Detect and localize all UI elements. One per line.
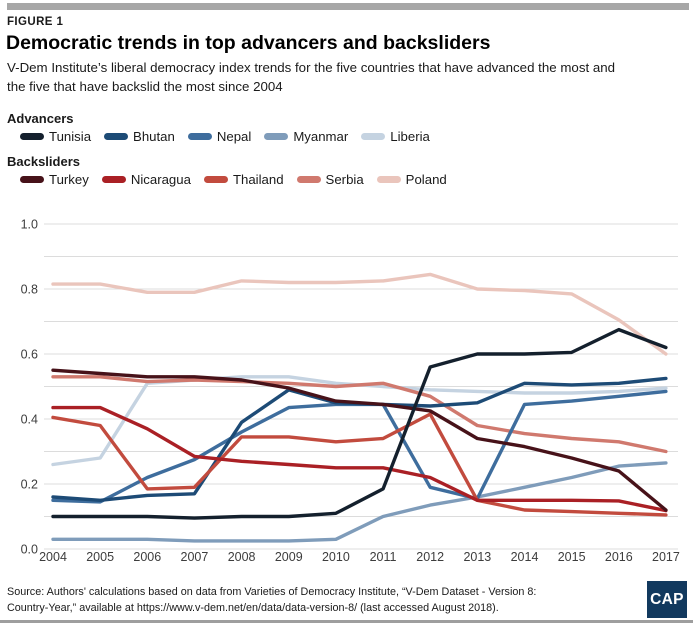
legend-swatch-serbia [296, 176, 321, 183]
y-axis-tick: 1.0 [21, 218, 38, 232]
legend-label: Turkey [49, 172, 89, 187]
line-myanmar [51, 461, 668, 543]
x-axis-tick: 2016 [605, 550, 633, 564]
legend-item-nepal: Nepal [187, 129, 252, 144]
top-accent-bar [7, 3, 689, 10]
line-tunisia [51, 327, 668, 520]
y-axis-tick: 0.2 [21, 478, 38, 492]
legend-item-turkey: Turkey [20, 172, 89, 187]
legend-swatch-myanmar [264, 133, 289, 140]
legend-swatch-thailand [203, 176, 228, 183]
legend-item-serbia: Serbia [296, 172, 364, 187]
legend-advancers-row: Tunisia Bhutan Nepal Myanmar Liberia [20, 128, 443, 144]
figure-label: FIGURE 1 [7, 16, 64, 28]
y-axis-tick: 0.4 [21, 413, 38, 427]
legend-label: Liberia [390, 129, 430, 144]
x-axis-tick: 2009 [275, 550, 303, 564]
x-axis-tick: 2004 [39, 550, 67, 564]
figure-subtitle: V-Dem Institute’s liberal democracy inde… [7, 60, 616, 94]
legend-item-tunisia: Tunisia [20, 129, 91, 144]
legend-label: Serbia [325, 172, 364, 187]
page-title: Democratic trends in top advancers and b… [6, 32, 491, 54]
legend-swatch-nicaragua [101, 176, 126, 183]
cap-logo: CAP [647, 581, 687, 618]
line-serbia [51, 375, 668, 454]
y-axis-tick: 0.8 [21, 283, 38, 297]
y-axis-tick: 0.0 [21, 543, 38, 557]
line-nicaragua [51, 405, 668, 513]
x-axis-tick: 2015 [558, 550, 586, 564]
legend-label: Nepal [216, 129, 252, 144]
line-poland [51, 272, 668, 356]
legend-label: Myanmar [293, 129, 349, 144]
legend-backsliders-heading: Backsliders [7, 154, 80, 169]
legend-item-liberia: Liberia [361, 129, 430, 144]
source-note: Source: Authors' calculations based on d… [7, 586, 537, 614]
x-axis-tick: 2017 [652, 550, 680, 564]
legend-item-poland: Poland [376, 172, 447, 187]
x-axis-tick: 2010 [322, 550, 350, 564]
line-turkey [51, 368, 668, 512]
x-axis-tick: 2014 [511, 550, 539, 564]
legend-swatch-bhutan [104, 133, 129, 140]
bottom-rule [0, 620, 693, 623]
legend-label: Thailand [232, 172, 284, 187]
legend-item-myanmar: Myanmar [264, 129, 348, 144]
x-axis-tick: 2006 [133, 550, 161, 564]
legend-swatch-liberia [361, 133, 386, 140]
legend-label: Nicaragua [130, 172, 191, 187]
x-axis-tick: 2007 [181, 550, 209, 564]
legend-swatch-turkey [20, 176, 44, 183]
legend-item-thailand: Thailand [203, 172, 284, 187]
legend-backsliders-row: Turkey Nicaragua Thailand Serbia Poland [20, 171, 460, 187]
x-axis-tick: 2013 [463, 550, 491, 564]
legend-swatch-tunisia [20, 133, 44, 140]
x-axis-tick: 2012 [416, 550, 444, 564]
legend-label: Bhutan [133, 129, 175, 144]
line-thailand [51, 412, 668, 517]
legend-swatch-poland [376, 176, 401, 183]
y-axis-tick: 0.6 [21, 348, 38, 362]
x-axis-tick: 2011 [370, 550, 397, 564]
legend-swatch-nepal [187, 133, 212, 140]
legend-label: Poland [405, 172, 447, 187]
legend-item-bhutan: Bhutan [104, 129, 175, 144]
x-axis-tick: 2008 [228, 550, 256, 564]
legend-advancers-heading: Advancers [7, 111, 74, 126]
legend-item-nicaragua: Nicaragua [101, 172, 191, 187]
x-axis-tick: 2005 [86, 550, 114, 564]
legend-label: Tunisia [49, 129, 92, 144]
